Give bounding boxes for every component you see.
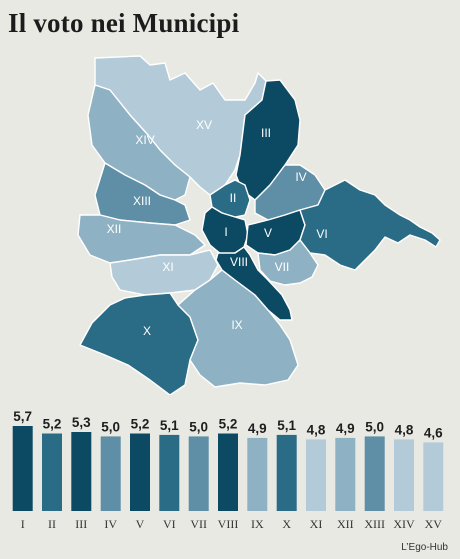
map-label-ix: IX [231,318,242,332]
map-label-iii: III [261,126,271,140]
tick-label-xiv: XIV [393,517,415,531]
value-label-iv: 5,0 [101,419,120,434]
map-label-xiv: XIV [135,133,154,147]
credit-label: L’Ego-Hub [401,542,448,553]
bar-chart: 5,7 I 5,2 II 5,3 III 5,0 IV 5,2 V 5,1 VI 5,0 VII 5,2 VI… [0,395,460,535]
map-label-xv: XV [196,118,212,132]
bar-iii [71,432,91,511]
bar-xii [335,438,355,511]
value-label-xiii: 5,0 [365,419,384,434]
map-label-i: I [224,225,227,239]
bar-v [130,434,150,512]
bar-viii [218,434,238,512]
bar-xiii [365,436,385,511]
value-label-ii: 5,2 [43,417,62,432]
tick-label-ix: IX [251,517,264,531]
bar-iv [101,436,121,511]
municipi-map: I II III IV V VI VII VIII IX X XI XII XI… [0,55,460,395]
bar-xv [423,442,443,511]
value-label-x: 5,1 [277,418,296,433]
map-label-ii: II [230,191,237,205]
map-label-xiii: XIII [133,194,151,208]
value-label-ix: 4,9 [248,421,267,436]
value-label-iii: 5,3 [72,415,91,430]
value-label-i: 5,7 [13,409,32,424]
tick-label-xv: XV [425,517,443,531]
bar-i [13,426,33,511]
map-label-v: V [264,226,272,240]
tick-label-iv: IV [104,517,117,531]
tick-label-iii: III [75,517,87,531]
chart-title: Il voto nei Municipi [8,8,239,39]
bar-vii [189,436,209,511]
bar-x [277,435,297,511]
bar-xi [306,439,326,511]
tick-label-viii: VIII [218,517,239,531]
tick-label-i: I [21,517,25,531]
municipio-x-region[interactable] [80,293,198,395]
value-label-xv: 4,6 [424,425,443,440]
map-label-x: X [143,324,151,338]
bar-xiv [394,439,414,511]
tick-label-vii: VII [190,517,207,531]
bar-ix [247,438,267,511]
tick-label-ii: II [48,517,56,531]
value-label-v: 5,2 [131,417,150,432]
tick-label-xii: XII [337,517,354,531]
map-label-vi: VI [316,227,327,241]
map-label-viii: VIII [230,255,248,269]
tick-label-v: V [136,517,145,531]
value-label-vii: 5,0 [189,419,208,434]
value-label-viii: 5,2 [219,417,238,432]
map-label-xii: XII [107,222,122,236]
bar-vi [159,435,179,511]
tick-label-xiii: XIII [364,517,385,531]
value-label-xiv: 4,8 [395,422,414,437]
bar-ii [42,434,62,512]
value-label-xi: 4,8 [307,422,326,437]
tick-label-vi: VI [163,517,176,531]
value-label-vi: 5,1 [160,418,179,433]
tick-label-xi: XI [310,517,323,531]
tick-label-x: X [282,517,291,531]
map-label-iv: IV [295,170,306,184]
map-label-vii: VII [275,260,290,274]
value-label-xii: 4,9 [336,421,355,436]
map-label-xi: XI [162,260,173,274]
